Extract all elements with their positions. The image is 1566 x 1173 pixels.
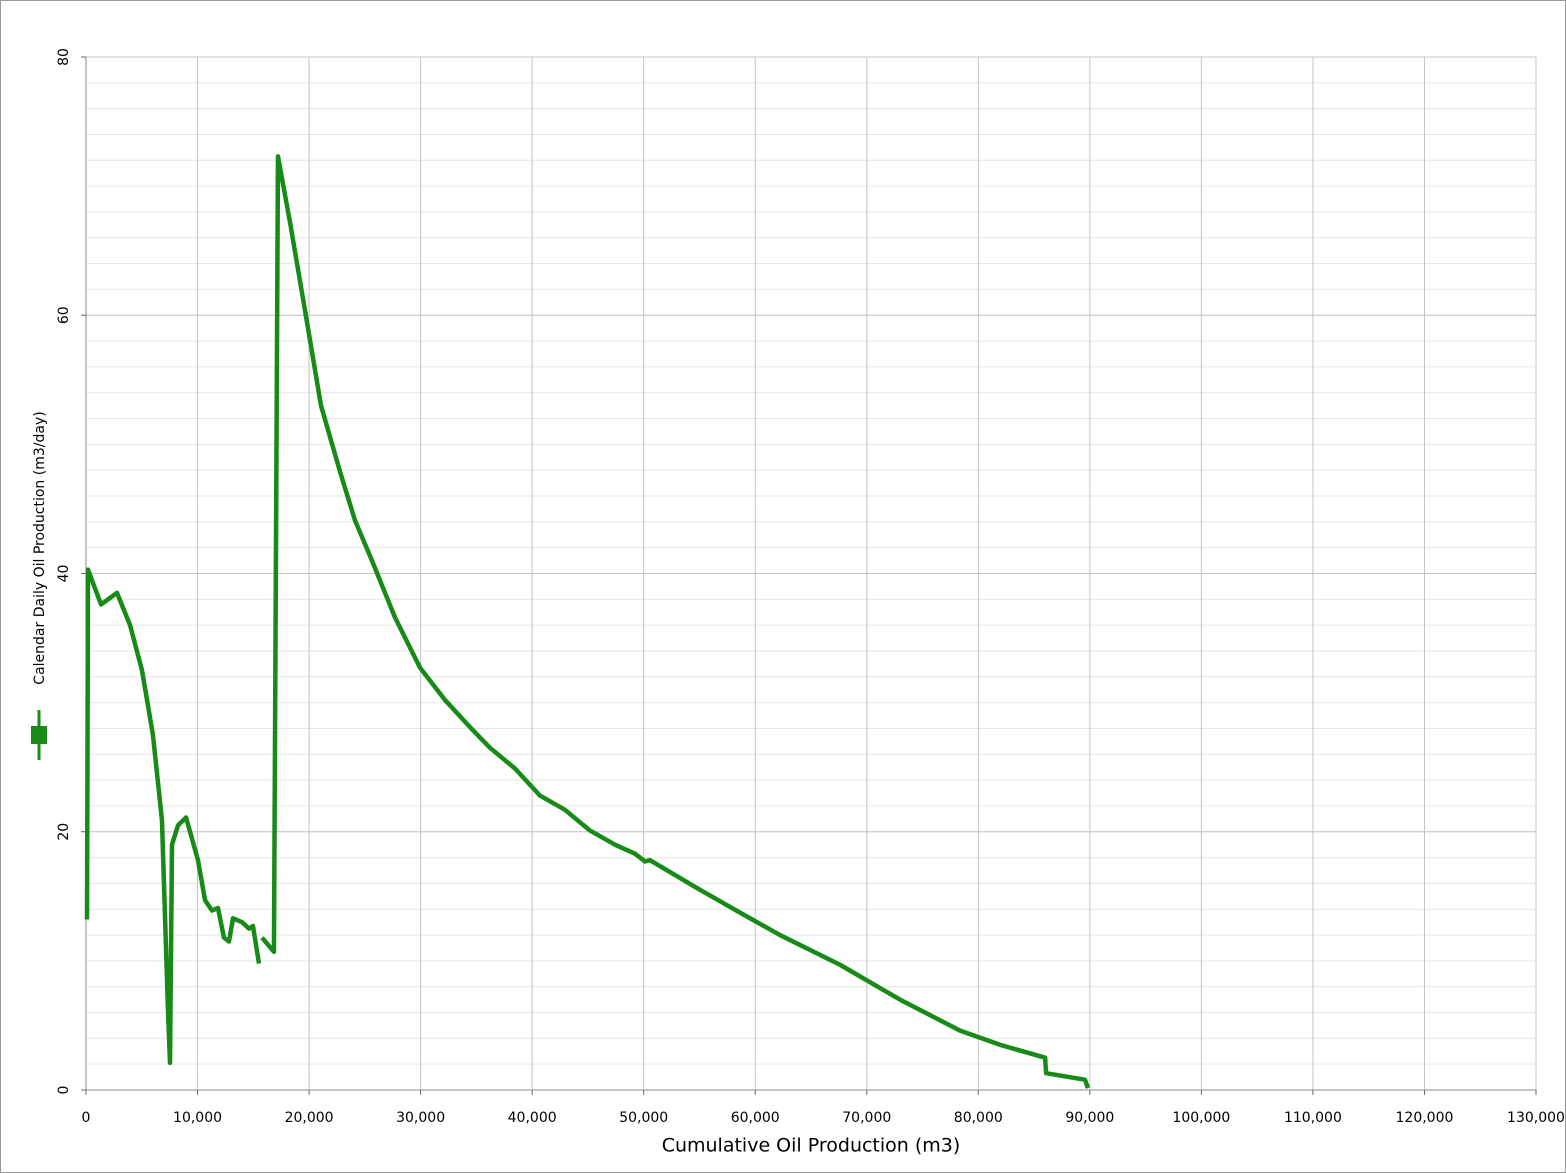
x-tick-label: 0 (82, 1110, 91, 1126)
x-tick-label: 100,000 (1172, 1110, 1230, 1126)
x-tick-label: 80,000 (954, 1110, 1003, 1126)
y-tick-label: 60 (56, 306, 72, 324)
x-tick-label: 10,000 (173, 1110, 222, 1126)
x-tick-label: 30,000 (396, 1110, 445, 1126)
x-tick-label: 20,000 (285, 1110, 334, 1126)
y-tick-label: 20 (56, 823, 72, 841)
x-tick-label: 60,000 (731, 1110, 780, 1126)
x-tick-label: 130,000 (1507, 1110, 1565, 1126)
legend-marker (31, 726, 47, 744)
y-tick-label: 0 (56, 1086, 72, 1095)
y-tick-label: 80 (56, 48, 72, 66)
data-line (84, 154, 1091, 1089)
x-axis-title: Cumulative Oil Production (m3) (662, 1135, 961, 1157)
x-tick-label: 50,000 (619, 1110, 668, 1126)
x-tick-label: 90,000 (1065, 1110, 1114, 1126)
y-tick-label: 40 (56, 565, 72, 583)
x-tick-label: 70,000 (842, 1110, 891, 1126)
y-axis-title: Calendar Daily Oil Production (m3/day) (32, 411, 48, 684)
x-tick-label: 110,000 (1284, 1110, 1342, 1126)
grid (85, 56, 1537, 1091)
x-tick-label: 40,000 (508, 1110, 557, 1126)
x-tick-label: 120,000 (1396, 1110, 1454, 1126)
